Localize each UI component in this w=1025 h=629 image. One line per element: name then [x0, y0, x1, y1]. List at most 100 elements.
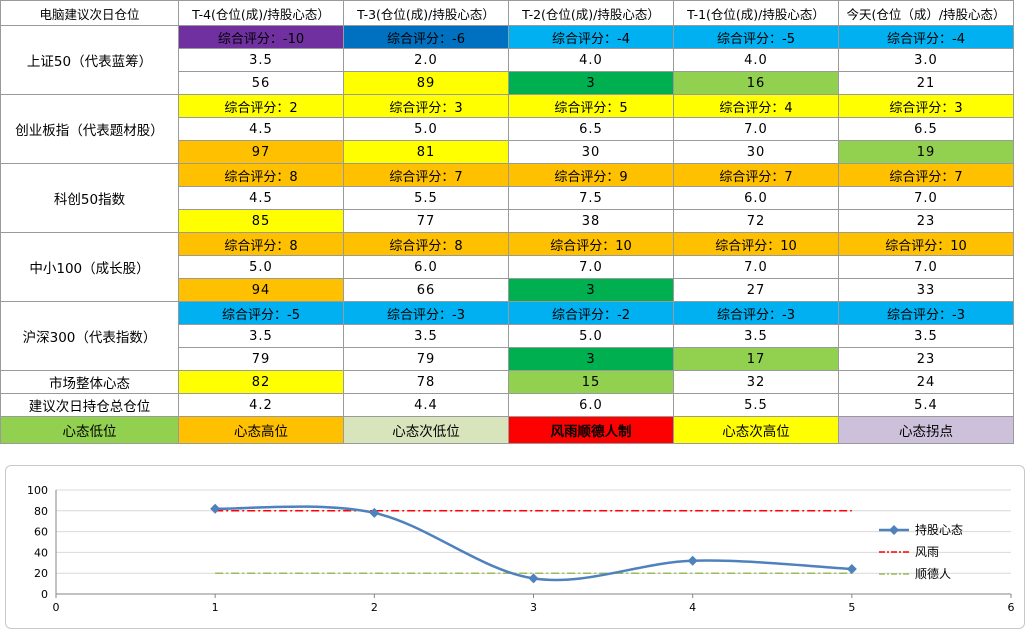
score-cell: 综合评分：8: [178, 163, 344, 187]
position-cell: 4.0: [673, 48, 839, 72]
score-cell: 综合评分：8: [178, 232, 344, 256]
series-line-持股心态: [215, 505, 852, 582]
market-cell: 32: [673, 370, 839, 394]
position-cell: 3.5: [178, 324, 344, 348]
position-cell: 3.5: [838, 324, 1014, 348]
position-cell: 3.5: [673, 324, 839, 348]
mood-cell: 56: [178, 71, 344, 95]
position-cell: 7.0: [673, 255, 839, 279]
position-cell: 6.5: [838, 117, 1014, 141]
mood-cell: 72: [673, 209, 839, 233]
index-row: 5.0 6.0 7.0 7.0 7.0: [1, 255, 1014, 279]
suggest-cell: 4.2: [178, 393, 344, 417]
mood-cell: 66: [343, 278, 509, 302]
score-cell: 综合评分：-5: [673, 25, 839, 49]
color-legend-row: 心态低位 心态高位 心态次低位 风雨顺德人制 心态次高位 心态拐点: [0, 416, 1014, 444]
score-cell: 综合评分：-5: [178, 301, 344, 325]
market-cell: 82: [178, 370, 344, 394]
index-row: 94 66 3 27 33: [1, 278, 1014, 302]
index-row: 3.5 2.0 4.0 4.0 3.0: [1, 48, 1014, 72]
position-cell: 4.5: [178, 186, 344, 210]
position-cell: 3.0: [838, 48, 1014, 72]
score-cell: 综合评分：-2: [508, 301, 674, 325]
score-cell: 综合评分：7: [838, 163, 1014, 187]
score-cell: 综合评分：-10: [178, 25, 344, 49]
mood-cell: 3: [508, 347, 674, 371]
color-legend-cell: 心态高位: [178, 416, 344, 444]
score-cell: 综合评分：2: [178, 94, 344, 118]
position-cell: 7.5: [508, 186, 674, 210]
suggest-cell: 4.4: [343, 393, 509, 417]
index-row: 科创50指数 综合评分：8 综合评分：7 综合评分：9 综合评分：7 综合评分：7: [0, 163, 1014, 233]
mood-cell: 33: [838, 278, 1014, 302]
index-row: 上证50（代表蓝筹） 综合评分：-10 综合评分：-6 综合评分：-4 综合评分：-5 综…: [0, 25, 1014, 95]
mood-cell: 81: [343, 140, 509, 164]
index-row: 85 77 38 72 23: [1, 209, 1014, 233]
score-cell: 综合评分：5: [508, 94, 674, 118]
chart-area: 0 20 40 60 80 100 0 1 2 3 4 5 6 持股心态 风雨 顺德人: [5, 465, 1025, 629]
mood-cell: 23: [838, 209, 1014, 233]
y-tick-label: 80: [34, 505, 48, 518]
position-cell: 6.0: [343, 255, 509, 279]
mood-cell: 97: [178, 140, 344, 164]
mood-cell: 23: [838, 347, 1014, 371]
y-tick-label: 20: [34, 567, 48, 580]
y-tick-label: 60: [34, 526, 48, 539]
market-row: 市场整体心态 82 78 15 32 24: [0, 370, 1014, 394]
score-cell: 综合评分：4: [673, 94, 839, 118]
index-name: 上证50（代表蓝筹）: [0, 25, 179, 95]
mood-cell: 85: [178, 209, 344, 233]
position-cell: 5.0: [508, 324, 674, 348]
mood-cell: 94: [178, 278, 344, 302]
position-cell: 5.0: [178, 255, 344, 279]
score-cell: 综合评分：10: [508, 232, 674, 256]
color-legend-cell: 心态次低位: [343, 416, 509, 444]
score-cell: 综合评分：-3: [343, 301, 509, 325]
day-header: T-2(仓位(成)/持股心态）: [508, 0, 674, 26]
score-cell: 综合评分：7: [673, 163, 839, 187]
score-cell: 综合评分：10: [838, 232, 1014, 256]
score-cell: 综合评分：-6: [343, 25, 509, 49]
legend-label: 持股心态: [915, 522, 963, 537]
data-point: [528, 573, 539, 584]
mood-cell: 3: [508, 71, 674, 95]
x-tick-label: 0: [53, 601, 60, 614]
score-cell: 综合评分：9: [508, 163, 674, 187]
mood-cell: 79: [343, 347, 509, 371]
mood-cell: 27: [673, 278, 839, 302]
position-cell: 3.5: [343, 324, 509, 348]
data-point: [687, 555, 698, 566]
legend-label: 顺德人: [915, 566, 951, 581]
suggest-label: 建议次日持仓总仓位: [0, 393, 179, 417]
index-row: 中小100（成长股） 综合评分：8 综合评分：8 综合评分：10 综合评分：10 综合评分…: [0, 232, 1014, 302]
index-row: 56 89 3 16 21: [1, 71, 1014, 95]
score-cell: 综合评分：-3: [838, 301, 1014, 325]
y-tick-label: 100: [27, 484, 48, 497]
data-point: [369, 507, 380, 518]
mood-cell: 38: [508, 209, 674, 233]
suggest-row: 建议次日持仓总仓位 4.2 4.4 6.0 5.5 5.4: [0, 393, 1014, 417]
mood-cell: 19: [838, 140, 1014, 164]
mood-cell: 89: [343, 71, 509, 95]
position-cell: 4.0: [508, 48, 674, 72]
score-cell: 综合评分：8: [343, 232, 509, 256]
score-cell: 综合评分：-3: [673, 301, 839, 325]
index-name: 沪深300（代表指数）: [0, 301, 179, 371]
mood-cell: 77: [343, 209, 509, 233]
x-tick-label: 5: [848, 601, 855, 614]
day-header: 今天(仓位（成）/持股心态）: [838, 0, 1014, 26]
y-tick-label: 40: [34, 546, 48, 559]
position-cell: 4.5: [178, 117, 344, 141]
color-legend-cell: 心态拐点: [838, 416, 1014, 444]
mood-cell: 3: [508, 278, 674, 302]
header-row: 电脑建议次日仓位 T-4(仓位(成)/持股心态） T-3(仓位(成)/持股心态） T-…: [0, 0, 1014, 26]
position-cell: 7.0: [838, 255, 1014, 279]
market-cell: 15: [508, 370, 674, 394]
score-cell: 综合评分：-4: [838, 25, 1014, 49]
mood-cell: 16: [673, 71, 839, 95]
corner-header: 电脑建议次日仓位: [0, 0, 179, 26]
index-name: 科创50指数: [0, 163, 179, 233]
data-point: [210, 503, 221, 514]
suggest-cell: 5.5: [673, 393, 839, 417]
